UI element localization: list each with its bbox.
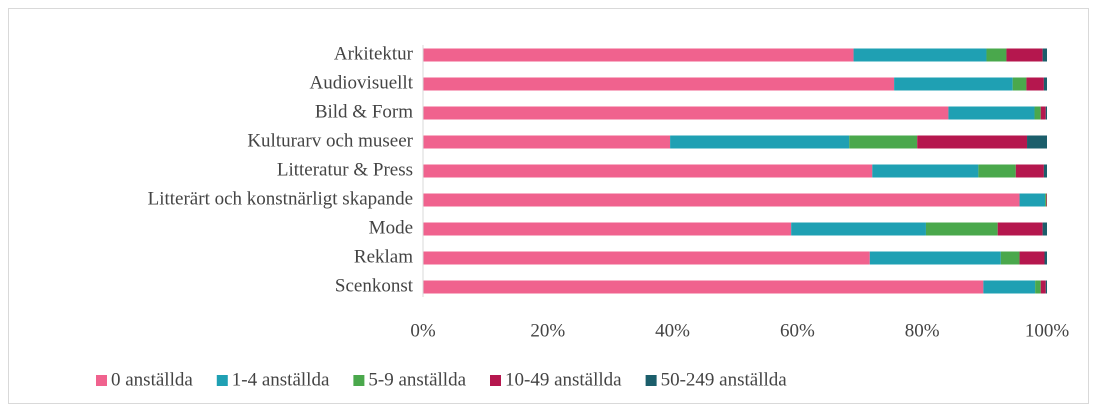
bar-segment [983,280,1036,294]
bar-segment [423,106,949,120]
legend-label: 1-4 anställda [232,369,330,390]
bar-segment [872,164,979,178]
y-tick-label: Kulturarv och museer [247,130,413,151]
bar-segment [1045,193,1047,207]
bar-segment [1015,164,1044,178]
legend-label: 5-9 anställda [368,369,466,390]
y-tick-label: Mode [369,217,413,238]
bar-segment [423,222,792,236]
bar-segment [978,164,1016,178]
bar-segment [894,77,1013,91]
legend-swatch [96,375,107,386]
y-tick-label: Audiovisuellt [310,72,414,93]
legend-swatch [353,375,365,386]
legend-label: 0 anställda [111,369,193,390]
bar-segment [925,222,998,236]
y-tick-label: Litteratur & Press [277,159,413,180]
legend-label: 50-249 anställda [661,369,788,390]
x-tick-label: 0% [410,320,436,341]
bar-segment [1045,106,1047,120]
bar-segment [1019,251,1045,265]
bar-segment [869,251,1001,265]
bar-segment [1040,106,1046,120]
bar-segment [1035,280,1041,294]
bar-segment [1045,280,1047,294]
bar-segment [997,222,1043,236]
bar-segment [986,48,1007,62]
bar-segment [1046,193,1047,207]
bar-segment [423,164,873,178]
bar-segment [1034,106,1041,120]
bar-segment [948,106,1035,120]
legend-label: 10-49 anställda [505,369,622,390]
bar-segment [849,135,918,149]
y-tick-label: Litterärt och konstnärligt skapande [148,188,413,209]
y-tick-label: Arkitektur [334,43,414,64]
x-tick-label: 60% [780,320,815,341]
bar-segment [1012,77,1027,91]
bar-segment [423,48,854,62]
legend-swatch [645,375,657,386]
x-tick-label: 20% [530,320,565,341]
y-tick-label: Scenkonst [335,275,414,296]
bar-segment [423,77,895,91]
bar-segment [1042,48,1047,62]
legend-swatch [216,375,228,386]
x-tick-label: 40% [655,320,690,341]
bar-segment [1042,222,1047,236]
legend-swatch [490,375,501,386]
y-tick-label: Bild & Form [315,101,413,122]
bar-segment [791,222,926,236]
bar-segment [853,48,987,62]
bar-segment [1043,77,1047,91]
bar-segment [917,135,1028,149]
x-tick-label: 100% [1025,320,1070,341]
bar-segment [1000,251,1020,265]
bar-segment [1006,48,1043,62]
bar-segment [423,135,671,149]
bar-segment [1043,164,1047,178]
bar-segment [1019,193,1046,207]
bar-segment [670,135,850,149]
bar-segment [1040,280,1046,294]
bar-segment [1026,77,1044,91]
bar-segment [1044,251,1047,265]
bar-segment [423,193,1020,207]
x-tick-label: 80% [905,320,940,341]
bar-segment [423,251,870,265]
bar-segment [1027,135,1047,149]
y-tick-label: Reklam [354,246,413,267]
bar-segment [423,280,984,294]
